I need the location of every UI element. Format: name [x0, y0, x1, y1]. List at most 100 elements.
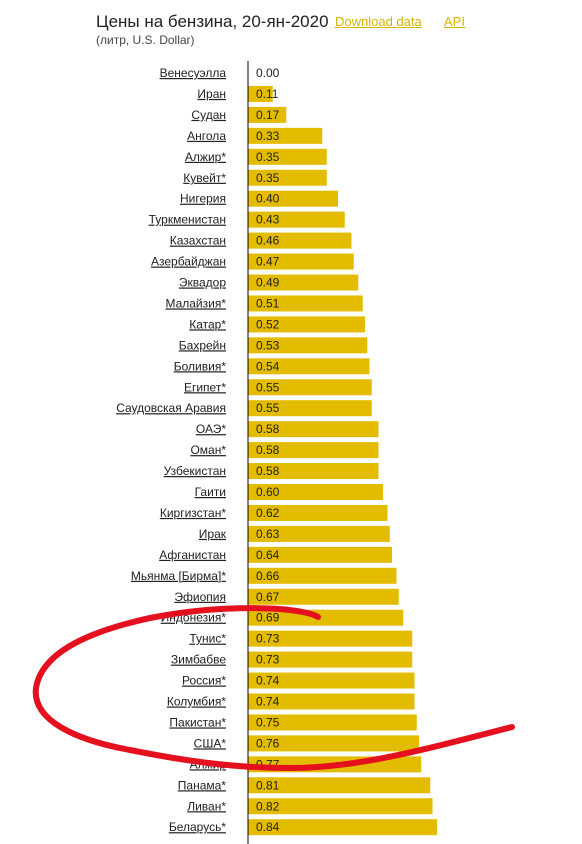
- value-label: 0.74: [256, 674, 280, 688]
- value-label: 0.76: [256, 736, 280, 750]
- category-label[interactable]: Нигерия: [180, 192, 226, 206]
- category-label[interactable]: Зимбабве: [171, 653, 226, 667]
- bar: [248, 379, 372, 396]
- bar: [248, 358, 370, 375]
- category-label[interactable]: Эфиопия: [174, 590, 226, 604]
- bar: [248, 672, 415, 689]
- bar: [248, 484, 383, 500]
- value-label: 0.67: [256, 590, 280, 604]
- value-label: 0.58: [256, 422, 280, 436]
- value-label: 0.64: [256, 548, 280, 562]
- category-label[interactable]: Бахрейн: [179, 338, 226, 352]
- bar: [248, 400, 372, 417]
- red-annotation-loop: [32, 605, 515, 771]
- value-label: 0.33: [256, 129, 280, 143]
- value-label: 0.58: [256, 443, 280, 457]
- value-label: 0.81: [256, 778, 280, 792]
- value-label: 0.35: [256, 171, 280, 185]
- value-label: 0.11: [256, 87, 279, 101]
- value-label: 0.75: [256, 715, 280, 729]
- category-label[interactable]: Туркменистан: [149, 213, 226, 227]
- category-label[interactable]: Ирак: [199, 527, 227, 541]
- category-label[interactable]: Малайзия*: [165, 296, 226, 310]
- bar: [248, 274, 359, 291]
- category-label[interactable]: Узбекистан: [164, 464, 226, 478]
- category-label[interactable]: Судан: [191, 108, 226, 122]
- bar: [248, 714, 417, 731]
- value-label: 0.46: [256, 234, 280, 248]
- category-label[interactable]: Венесуэлла: [160, 66, 227, 80]
- value-label: 0.73: [256, 653, 280, 667]
- chart-subtitle: (литр, U.S. Dollar): [96, 33, 195, 47]
- category-label[interactable]: США*: [194, 736, 227, 750]
- bar: [248, 651, 413, 668]
- value-label: 0.60: [256, 485, 280, 499]
- category-label[interactable]: Ливан*: [187, 799, 226, 813]
- category-label[interactable]: Кувейт*: [183, 171, 226, 185]
- bar: [248, 630, 413, 647]
- value-label: 0.54: [256, 359, 280, 373]
- category-label[interactable]: Ангола: [187, 129, 226, 143]
- value-label: 0.40: [256, 192, 280, 206]
- bar: [248, 777, 431, 794]
- bar: [248, 798, 433, 815]
- bar: [248, 693, 415, 710]
- value-label: 0.51: [256, 296, 280, 310]
- bar: [248, 525, 390, 542]
- value-label: 0.63: [256, 527, 280, 541]
- bar: [248, 442, 379, 459]
- bar: [248, 148, 327, 165]
- value-label: 0.74: [256, 695, 280, 709]
- bar: [248, 127, 323, 144]
- category-label[interactable]: Пакистан*: [169, 715, 226, 729]
- category-label[interactable]: Киргизстан*: [160, 506, 226, 520]
- bar: [248, 85, 273, 102]
- bar: [248, 819, 437, 836]
- bar: [248, 106, 287, 123]
- category-label[interactable]: Беларусь*: [169, 820, 226, 834]
- bar: [248, 609, 404, 626]
- api-link[interactable]: API: [444, 14, 465, 29]
- category-label[interactable]: Казахстан: [170, 234, 226, 248]
- value-label: 0.35: [256, 150, 280, 164]
- bar: [248, 588, 399, 605]
- category-label[interactable]: Египет*: [184, 380, 226, 394]
- value-label: 0.82: [256, 799, 280, 813]
- category-label[interactable]: ОАЭ*: [196, 422, 226, 436]
- category-label[interactable]: Колумбия*: [167, 695, 226, 709]
- category-label[interactable]: Мьянма [Бирма]*: [131, 569, 226, 583]
- category-label[interactable]: Панама*: [178, 778, 227, 792]
- category-label[interactable]: Эквадор: [179, 276, 226, 290]
- category-label[interactable]: Тунис*: [189, 632, 226, 646]
- value-label: 0.62: [256, 506, 280, 520]
- value-label: 0.55: [256, 380, 280, 394]
- category-label[interactable]: Россия*: [182, 674, 226, 688]
- category-label[interactable]: Иран: [197, 87, 226, 101]
- bar: [248, 337, 368, 354]
- category-label[interactable]: Азербайджан: [151, 255, 226, 269]
- bar: [248, 316, 365, 333]
- download-data-link[interactable]: Download data: [335, 14, 422, 29]
- bar: [248, 295, 363, 312]
- bar: [248, 504, 388, 521]
- category-label[interactable]: Боливия*: [174, 359, 227, 373]
- bar: [248, 735, 419, 752]
- chart-title: Цены на бензина, 20-ян-2020: [96, 12, 329, 31]
- bar: [248, 567, 397, 584]
- value-label: 0.47: [256, 255, 280, 269]
- bar: [248, 232, 352, 249]
- value-label: 0.00: [256, 66, 280, 80]
- category-label[interactable]: Саудовская Аравия: [116, 401, 226, 415]
- category-label[interactable]: Афганистан: [159, 548, 226, 562]
- value-label: 0.52: [256, 317, 280, 331]
- category-label[interactable]: Катар*: [189, 317, 226, 331]
- value-label: 0.17: [256, 108, 280, 122]
- category-label[interactable]: Оман*: [190, 443, 226, 457]
- category-label[interactable]: Алжир*: [185, 150, 226, 164]
- bar: [248, 421, 379, 438]
- bar: [248, 253, 354, 270]
- bar: [248, 463, 379, 480]
- value-label: 0.73: [256, 632, 280, 646]
- category-label[interactable]: Гаити: [195, 485, 226, 499]
